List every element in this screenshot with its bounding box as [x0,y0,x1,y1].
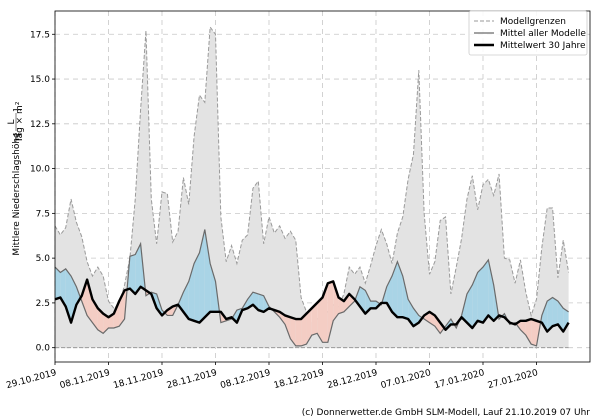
model-envelope [54,25,570,349]
fill-below-climate [349,293,355,307]
fill-below-climate [525,319,532,345]
fill-below-climate [103,313,109,334]
credit-text: (c) Donnerwetter.de GmbH SLM-Modell, Lau… [301,408,590,418]
fill-below-climate [333,281,339,321]
fill-above-climate [55,267,61,300]
fill-above-climate [477,267,483,323]
x-tick-label: 28.12.2019 [326,368,379,391]
fill-above-climate [76,286,81,305]
legend: Modellgrenzen Mittel aller Modelle Mitte… [468,10,588,56]
envelope-area [55,27,569,348]
fill-above-climate [392,261,398,318]
y-tick-label: 17.5 [30,30,50,40]
fill-below-climate [424,311,430,323]
model-mean-line [54,229,569,347]
fill-above-climate [563,308,569,332]
fill-below-climate [520,320,526,336]
y-axis-unit-bracket-left: [ [13,132,23,136]
fill-above-climate [232,310,237,323]
fill-below-climate [285,315,291,339]
x-tick-label: 17.01.2020 [433,368,486,391]
fill-above-climate [466,284,473,328]
x-tick-label: 08.11.2019 [59,368,112,391]
y-axis-unit-bracket-right: ] [13,108,23,112]
x-tick-label: 27.01.2020 [487,368,540,391]
fill-above-climate [472,272,478,328]
y-tick-label: 2.5 [36,299,50,309]
y-tick-label: 15.0 [30,75,50,85]
x-tick-label: 07.01.2020 [380,368,433,391]
fill-above-climate [178,292,184,312]
fill-below-climate [434,315,441,334]
x-tick-label: 28.11.2019 [166,368,219,391]
fill-above-climate [199,229,205,323]
fill-below-climate [97,308,104,334]
series-lines [54,229,570,347]
fill-above-climate [60,268,66,307]
fill-above-climate [365,290,371,314]
y-axis-label-text: Mittlere Niederschlagshöhe [12,132,22,256]
y-axis-label-main: Mittlere Niederschlagshöhe [12,132,22,256]
fill-below-climate [531,319,537,346]
y-tick-label: 12.5 [30,120,50,130]
y-axis-unit-denominator: Tag × m² [15,101,25,143]
x-tick-label: 29.10.2019 [5,368,58,391]
y-axis: 0.0 2.5 5.0 7.5 10.0 12.5 15.0 17.5 [30,30,55,354]
fill-above-climate [552,297,558,327]
fill-above-climate [194,252,200,323]
fill-above-climate [547,297,553,332]
fill-above-climate [71,276,77,323]
fill-above-climate [210,263,216,312]
fill-above-climate [258,293,264,312]
y-axis-label: Mittlere Niederschlagshöhe L Tag × m² [ … [7,101,25,255]
y-tick-label: 5.0 [36,254,51,264]
fill-above-climate [129,254,136,294]
y-tick-label: 0.0 [36,344,51,354]
fill-below-climate [87,279,93,323]
fill-above-climate [397,261,403,318]
y-axis-unit-numerator: L [7,119,17,124]
climate-mean-line [54,278,570,333]
fill-above-climate [488,259,494,321]
fill-above-climate [135,243,141,294]
fill-above-climate [413,308,419,327]
fill-below-climate [301,313,307,346]
fill-below-climate [322,283,328,343]
fill-above-climate [370,301,376,309]
legend-label-envelope: Modellgrenzen [500,17,566,27]
fill-below-climate [311,302,318,336]
legend-label-model-mean: Mittel aller Modelle [500,29,586,39]
fill-below-climate [306,308,312,345]
fill-below-climate [290,317,296,346]
y-tick-label: 7.5 [36,209,50,219]
x-tick-label: 18.12.2019 [273,368,326,391]
fill-above-climate [204,229,211,318]
fill-below-climate [295,319,302,346]
envelope-upper-line [54,25,570,324]
fill-below-climate [327,281,334,343]
fill-below-climate [113,301,120,328]
y-tick-label: 10.0 [30,165,50,175]
deviation-fills [55,229,569,346]
x-axis: 29.10.2019 08.11.2019 18.11.2019 28.11.2019… [5,362,539,391]
fill-above-climate [557,301,564,332]
x-tick-label: 08.12.2019 [219,368,272,391]
fill-above-climate [483,259,489,323]
legend-label-climate-mean: Mittelwert 30 Jahre [500,41,586,51]
fill-above-climate [402,276,409,320]
fill-below-climate [81,279,88,316]
fill-below-climate [317,297,323,343]
x-tick-label: 18.11.2019 [112,368,165,391]
legend-box [468,10,588,56]
